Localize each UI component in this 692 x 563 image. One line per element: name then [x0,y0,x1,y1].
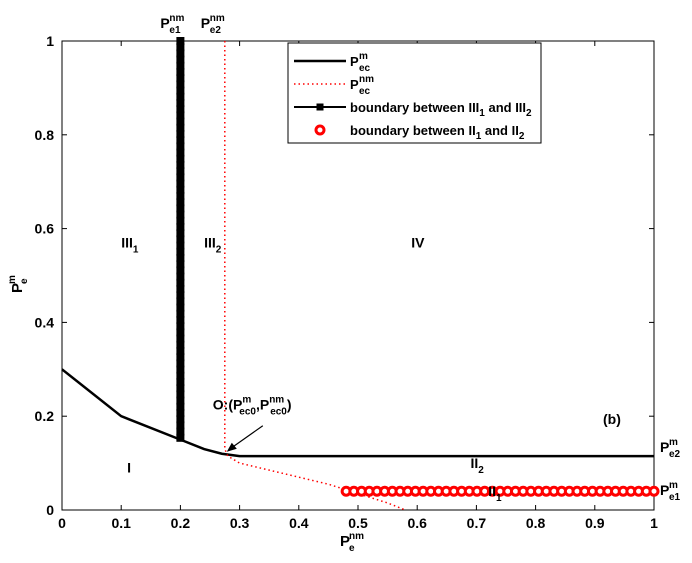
legend-label-1-sub: ec [359,86,371,97]
boundary-iii-marker [176,433,185,442]
x-tick-label: 0.2 [171,515,191,531]
legend-swatch-boundary-iii-marker [316,103,324,111]
annot-p-e2-m-base: P [660,439,669,455]
point-o-label: O:(Pm ec0,Pnm ec0) [213,395,292,418]
x-axis-title-sup: nm [349,531,364,542]
y-tick-label: 0 [46,502,54,518]
annot-p-e1-nm-sub: e1 [169,25,181,36]
y-axis-title-base: P [9,283,26,293]
point-o-arrow [228,425,264,451]
legend-label-0-sup: m [359,51,368,62]
x-tick-label: 0.5 [348,515,368,531]
x-tick-label: 0 [58,515,66,531]
annot-p-e2-nm-base: P [201,15,210,31]
legend-label-2: boundary between III1 and III2 [350,100,532,119]
series-line-ec-nm [224,41,406,511]
y-axis-title-sup: m [7,275,18,284]
y-tick-label: 1 [46,33,54,49]
x-tick-label: 0.9 [585,515,605,531]
x-axis-title-base: P [340,533,350,550]
annot-p-e2-nm-sub: e2 [210,25,222,36]
legend-label-3: boundary between II1 and II2 [350,123,525,142]
y-tick-label: 0.2 [35,408,55,424]
legend-swatch-boundary-ii-marker [314,124,326,136]
region-label-i: I [127,459,131,475]
y-tick-label: 0.8 [35,127,55,143]
x-tick-label: 0.8 [526,515,546,531]
series-line-ec-m [61,368,654,458]
annot-p-e1-m-sub: e1 [669,492,681,503]
region-label-ii1: II1 [488,483,502,504]
y-tick-label: 0.6 [35,221,55,237]
series-layer [61,37,660,511]
annot-p-e2-m-sup: m [669,437,678,448]
panel-label: (b) [603,411,621,427]
annot-p-e2-nm-sup: nm [210,13,225,24]
annot-p-e1-m-base: P [660,482,669,498]
x-tick-label: 0.3 [230,515,250,531]
region-label-iii2: III2 [204,234,222,255]
x-tick-label: 0.6 [407,515,427,531]
y-axis-title: Pm e [7,275,30,293]
legend-label-1-base: P [350,77,359,92]
point-o-arrowhead [226,442,237,452]
y-tick-label: 0.4 [35,314,55,330]
region-label-ii2: II2 [470,455,484,476]
axes-layer: 0 0.1 0.2 0.3 0.4 0.5 0.6 0.7 0.8 0.9 1 0 0.2 0.4 0.6 0… [35,33,659,531]
region-label-iv: IV [411,234,425,250]
y-axis-title-sub: e [19,278,30,284]
y-axis-title-wrap: Pm e [7,275,30,293]
legend-label-0-sub: ec [359,63,371,74]
annot-p-e1-nm-sup: nm [169,13,184,24]
region-label-iii1: III1 [121,234,139,255]
legend-label-1-sup: nm [359,74,374,85]
legend-label-0-base: P [350,54,359,69]
x-tick-label: 0.1 [111,515,131,531]
annot-p-e1-m-sup: m [669,480,678,491]
annot-p-e1-nm-base: P [160,15,169,31]
x-axis-title-sub: e [349,543,355,554]
annot-p-e2-m-sub: e2 [669,449,681,460]
x-tick-label: 0.4 [289,515,309,531]
x-tick-label: 1 [650,515,658,531]
legend-box [287,42,542,144]
boundary-ii-marker [648,485,660,497]
x-tick-label: 0.7 [467,515,487,531]
